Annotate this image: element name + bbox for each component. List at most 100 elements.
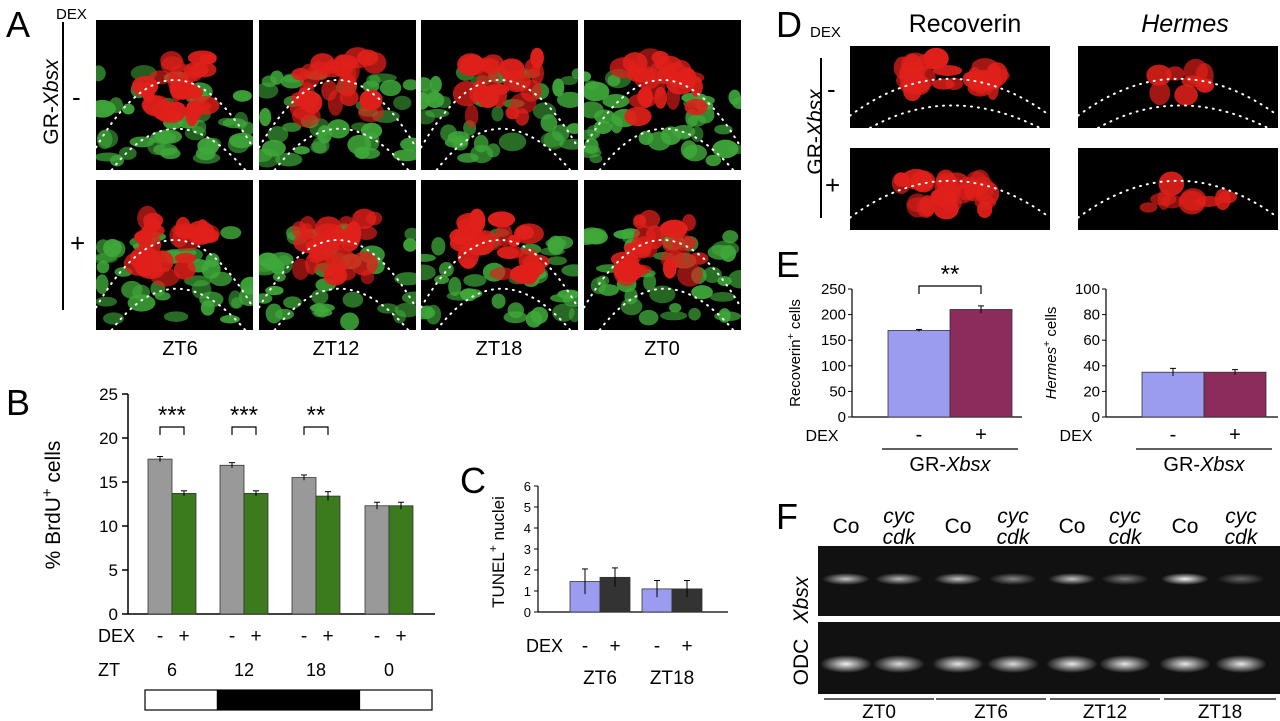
panel-b-zt-value: 18 [306, 660, 326, 680]
panel-e-recoverin-ytick-label: 150 [821, 332, 846, 349]
panel-e-recoverin-significance-bracket [918, 285, 982, 294]
panel-f-group-label: ZT6 [974, 702, 1008, 721]
panel-f-odc-label: ODC [790, 638, 813, 686]
panel-e-recoverin-ylabel: Recoverin+ cells [786, 299, 804, 407]
panel-e-hermes-ytick-label: 80 [1083, 307, 1100, 324]
panel-e-recoverin-chart: Recoverin+ cells 0 50 100 150 200 250 - + DEX GR-X… [786, 261, 1022, 476]
panel-e-recoverin-bar [949, 309, 1013, 418]
panel-b-dex-sign: + [395, 626, 406, 647]
micrograph-d-recoverin-minus [850, 46, 1050, 128]
panel-b-bar [147, 458, 173, 615]
panel-a-label-zt6: ZT6 [162, 338, 198, 360]
panel-e-recoverin-ytick-label: 0 [838, 409, 846, 426]
panel-f-xbsx-band [1217, 573, 1265, 585]
panel-c-ytick-label: 6 [524, 479, 531, 494]
panel-a-label-zt12: ZT12 [312, 338, 360, 360]
panel-f-xbsx-band [1161, 573, 1209, 585]
panel-c-ytick-label: 5 [524, 500, 531, 515]
panel-e-recoverin-dex-sign: + [975, 424, 987, 446]
panel-f-odc-band [1099, 655, 1151, 673]
panel-e-hermes-bar [1203, 371, 1267, 418]
panel-b-dex-sign: + [178, 626, 189, 647]
panel-b-significance-stars: *** [230, 402, 258, 429]
panel-b-ytick-label: 15 [99, 473, 118, 492]
panel-f-odc-band [1215, 655, 1267, 673]
micrograph-a-minus-zt12 [259, 20, 416, 170]
micrograph-a-plus-zt6 [96, 180, 253, 330]
micrograph-a-minus-zt0 [584, 20, 741, 170]
panel-b-bar [291, 477, 317, 615]
panel-f-odc-band [1046, 655, 1098, 673]
micrograph-a-plus-zt12 [259, 180, 416, 330]
panel-c-dex-sign: + [681, 636, 692, 657]
panel-e-hermes-ytick-label: 40 [1083, 358, 1100, 375]
panel-f-xbsx-band [989, 573, 1037, 585]
panel-b-light-dark-segment [360, 690, 432, 710]
panel-b-dex-sign: - [229, 626, 235, 647]
panel-b-light-dark-segment [145, 690, 217, 710]
panel-f-lane-label: cyc cdk [882, 505, 916, 549]
panel-b-dex-sign: - [157, 626, 163, 647]
panel-f-xbsx-band [934, 573, 982, 585]
micrograph-a-minus-zt6 [96, 20, 253, 170]
panel-d-letter: D [776, 4, 802, 45]
panel-e-hermes-dex-label: DEX [1060, 428, 1093, 445]
panel-c-ytick-label: 4 [524, 521, 531, 536]
panel-f-odc-band [1159, 655, 1211, 673]
panel-e-hermes-ytick-label: 100 [1075, 281, 1100, 298]
panel-e-recoverin-ytick-label: 250 [821, 281, 846, 298]
panel-a-row-plus: + [70, 228, 86, 258]
panel-f-xbsx-band [875, 573, 923, 585]
panel-f-odc-band [932, 655, 984, 673]
panel-f-odc-band [987, 655, 1039, 673]
panel-e-recoverin-dex-label: DEX [806, 428, 839, 445]
micrograph-d-hermes-plus [1078, 148, 1278, 230]
panel-a-bracket-line [62, 22, 64, 310]
panel-e-hermes-ytick-label: 20 [1083, 383, 1100, 400]
panel-b-bar [315, 495, 341, 615]
panel-e-hermes-genotype-label: GR-Xbsx [1163, 454, 1245, 476]
panel-b-significance-stars: ** [307, 402, 326, 429]
panel-e-hermes-dex-sign: + [1229, 424, 1241, 446]
panel-e-hermes-chart: Hermes+ cells 0 20 40 60 80 100 - + DEX GR-Xbsx [1042, 281, 1278, 476]
panel-e-recoverin-dex-sign: - [916, 424, 923, 446]
panel-d-dex-header: DEX [810, 24, 841, 41]
panel-c-ytick-label: 2 [524, 563, 531, 578]
panel-b-ytick-label: 0 [109, 605, 118, 624]
panel-f-lane-label: Co [1058, 515, 1086, 538]
panel-b-ylabel: % BrdU+ cells [40, 441, 65, 570]
panel-c-dex-label: DEX [526, 636, 563, 656]
panel-f-xbsx-band [1048, 573, 1096, 585]
panel-f-xbsx-band [1101, 573, 1149, 585]
panel-f-group-label: ZT0 [862, 702, 896, 721]
panel-b-zt-value: 6 [167, 660, 177, 680]
panel-b-dex-label: DEX [98, 626, 135, 646]
panel-b-dex-sign: + [250, 626, 261, 647]
panel-c-ylabel: TUNEL+ nuclei [486, 496, 508, 608]
panel-b-significance-bracket [303, 426, 329, 435]
panel-c-letter: C [460, 460, 486, 501]
panel-d-bracket-line [820, 58, 822, 218]
panel-d-row-minus: - [827, 74, 836, 104]
panel-f-lane-label: cyc cdk [1224, 505, 1258, 549]
panel-c-category-label: ZT18 [650, 668, 694, 689]
panel-f-group-label: ZT12 [1083, 702, 1127, 721]
panel-f-xbsx-label: Xbsx [790, 576, 813, 624]
panel-e-recoverin-genotype-label: GR-Xbsx [909, 454, 991, 476]
panel-b-significance-stars: *** [158, 402, 186, 429]
panel-b-light-dark-segment [288, 690, 361, 710]
panel-e-hermes-ytick-label: 0 [1092, 409, 1100, 426]
panel-c-dex-sign: - [654, 636, 660, 657]
panel-b-ytick-label: 20 [99, 429, 118, 448]
panel-b-bar [171, 493, 197, 615]
panel-a-row-minus: - [72, 82, 81, 112]
panel-f-lane-label: cyc cdk [996, 505, 1030, 549]
panel-a-genotype-label: GR-Xbsx [40, 59, 63, 145]
panel-b-significance-bracket [159, 426, 185, 435]
panel-d-col-recoverin: Recoverin [908, 10, 1022, 38]
panel-b-bar [388, 505, 414, 615]
panel-b-ytick-label: 10 [99, 517, 118, 536]
panel-b-letter: B [6, 382, 31, 423]
panel-f-lane-label: Co [832, 515, 860, 538]
